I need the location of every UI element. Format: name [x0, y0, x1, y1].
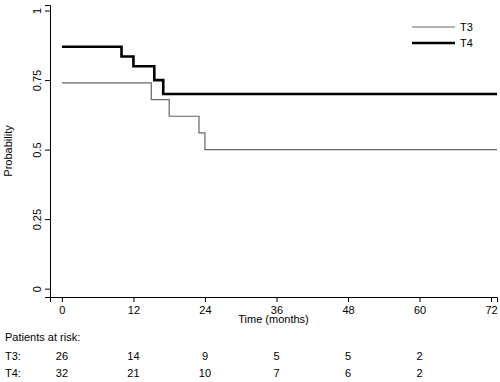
at-risk-count: 14 [127, 350, 139, 362]
y-tick-label: 0 [31, 286, 43, 292]
x-tick: 48 [342, 297, 354, 316]
y-tick-label: 0.25 [31, 209, 43, 230]
x-tick: 72 [485, 297, 497, 316]
y-tick: 0.5 [31, 142, 50, 157]
y-tick-label: 0.75 [31, 70, 43, 91]
x-tick-label: 12 [128, 304, 140, 316]
x-tick: 24 [199, 297, 211, 316]
at-risk-count: 26 [56, 350, 68, 362]
y-tick-label: 1 [31, 8, 43, 14]
at-risk-count: 5 [345, 350, 351, 362]
at-risk-count: 10 [199, 367, 211, 379]
chart: 012243648607200.250.50.751Time (months)P… [0, 0, 500, 382]
legend-label: T4 [460, 37, 473, 49]
at-risk-count: 21 [127, 367, 139, 379]
x-tick-mark [276, 297, 277, 302]
at-risk-row-label: T4: [5, 367, 21, 379]
x-tick-mark [133, 297, 134, 302]
at-risk-count: 9 [202, 350, 208, 362]
x-tick-mark [62, 297, 63, 302]
at-risk-table: Patients at risk: T3: 26 14 9 5 5 2 T4: 32 21 10 7 6 2 [5, 331, 423, 379]
x-tick: 0 [59, 297, 65, 316]
legend-swatch [412, 26, 455, 27]
at-risk-count: 2 [416, 367, 422, 379]
x-axis-line [51, 298, 498, 303]
plot-area [62, 47, 497, 150]
x-tick-label: 24 [199, 304, 211, 316]
y-tick: 1 [31, 8, 50, 14]
y-tick-mark [45, 80, 50, 81]
x-tick-label: 60 [414, 304, 426, 316]
x-tick-label: 48 [342, 304, 354, 316]
x-tick-label: 72 [485, 304, 497, 316]
x-tick-label: 0 [59, 304, 65, 316]
at-risk-count: 32 [56, 367, 68, 379]
y-tick: 0.75 [31, 70, 50, 91]
y-tick-mark [45, 150, 50, 151]
x-tick-mark [420, 297, 421, 302]
x-tick: 12 [128, 297, 140, 316]
x-tick-mark [205, 297, 206, 302]
x-axis-title: Time (months) [238, 313, 309, 325]
y-axis-title: Probability [2, 125, 14, 177]
x-tick-mark [491, 297, 492, 302]
survival-line [62, 47, 497, 94]
at-risk-count: 7 [273, 367, 279, 379]
y-tick-mark [45, 289, 50, 290]
at-risk-count: 6 [345, 367, 351, 379]
legend: T3T4 [412, 21, 473, 49]
y-tick-mark [45, 11, 50, 12]
at-risk-row-label: T3: [5, 350, 21, 362]
at-risk-count: 2 [416, 350, 422, 362]
at-risk-count: 5 [273, 350, 279, 362]
y-tick: 0.25 [31, 209, 50, 230]
y-tick-label: 0.5 [31, 142, 43, 157]
legend-swatch [412, 42, 455, 45]
y-tick-mark [45, 219, 50, 220]
y-tick: 0 [31, 286, 50, 292]
x-tick: 60 [414, 297, 426, 316]
legend-label: T3 [460, 21, 473, 33]
x-tick-mark [348, 297, 349, 302]
at-risk-title: Patients at risk: [5, 331, 80, 343]
y-axis: 0 0.25 0.5 0.75 1 [31, 6, 51, 298]
y-axis-line [45, 6, 51, 298]
